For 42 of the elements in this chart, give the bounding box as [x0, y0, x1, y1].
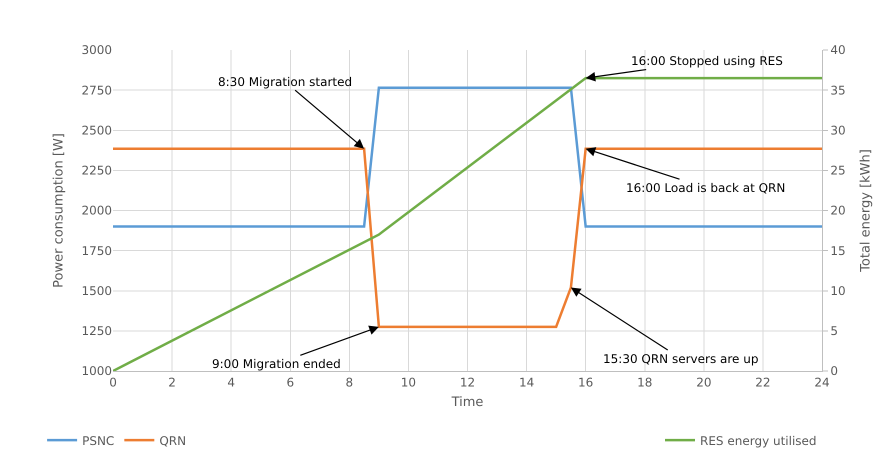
- annotation: 16:00 Load is back at QRN: [626, 181, 786, 195]
- x-tick-label: 18: [637, 375, 652, 390]
- y2-axis-title: Total energy [kWh]: [858, 149, 874, 273]
- y-tick-label: 1250: [81, 324, 112, 338]
- y2-tick-label: 35: [830, 83, 846, 98]
- x-tick-label: 14: [518, 375, 534, 390]
- x-tick-label: 0: [109, 375, 117, 390]
- x-tick-label: 22: [755, 375, 771, 390]
- x-tick-label: 20: [696, 375, 712, 390]
- legend-label: PSNC: [82, 434, 114, 448]
- legend-label: RES energy utilised: [700, 434, 817, 448]
- x-tick-label: 6: [286, 375, 294, 390]
- y-tick-label: 1500: [81, 284, 112, 298]
- x-tick-label: 4: [227, 375, 235, 390]
- y2-tick-label: 30: [830, 123, 846, 138]
- y-tick-label: 2750: [81, 83, 112, 98]
- x-tick-label: 8: [346, 375, 354, 390]
- y-tick-label: 2250: [81, 164, 112, 178]
- x-tick-label: 12: [460, 375, 476, 390]
- y2-tick-label: 20: [830, 204, 846, 218]
- y-tick-label: 1000: [81, 364, 112, 378]
- legend-label: QRN: [159, 434, 186, 448]
- annotation: 15:30 QRN servers are up: [603, 352, 758, 366]
- annotation: 9:00 Migration ended: [212, 357, 341, 371]
- y2-tick-label: 40: [830, 43, 846, 58]
- y2-tick-label: 0: [830, 364, 838, 378]
- y2-tick-label: 10: [830, 284, 846, 298]
- x-tick-label: 10: [400, 375, 416, 390]
- annotation: 16:00 Stopped using RES: [631, 54, 783, 68]
- y2-tick-label: 25: [830, 164, 846, 178]
- x-tick-label: 16: [578, 375, 594, 390]
- y-axis-title: Power consumption [W]: [51, 133, 66, 288]
- y2-tick-label: 15: [830, 244, 846, 258]
- x-axis-title: Time: [450, 395, 484, 410]
- x-tick-label: 2: [168, 375, 176, 390]
- y2-tick-label: 5: [830, 324, 838, 338]
- y-tick-label: 1750: [81, 244, 112, 258]
- annotation: 8:30 Migration started: [218, 75, 352, 89]
- y-tick-label: 2000: [81, 204, 112, 218]
- y-tick-label: 2500: [81, 123, 112, 138]
- x-tick-label: 24: [814, 375, 830, 390]
- y-tick-label: 3000: [81, 43, 112, 58]
